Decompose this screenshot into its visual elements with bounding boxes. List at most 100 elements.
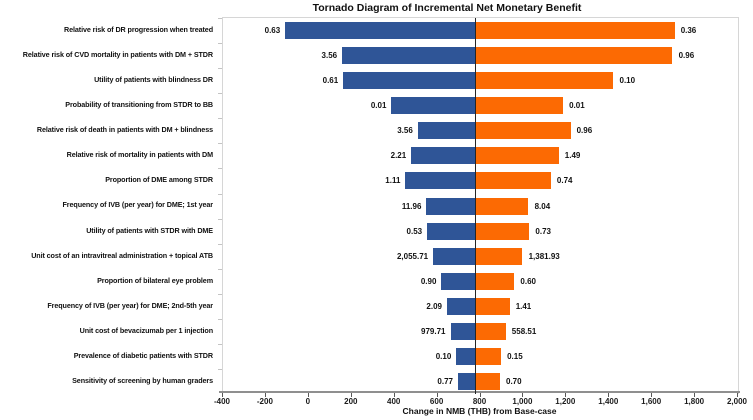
y-axis-tick (218, 193, 222, 195)
x-tick (565, 393, 567, 397)
tornado-bar-high (475, 22, 675, 39)
category-label: Relative risk of mortality in patients w… (66, 150, 213, 160)
category-label: Relative risk of DR progression when tre… (64, 25, 213, 34)
y-axis-tick (218, 293, 222, 295)
y-axis-tick (218, 218, 222, 220)
bar-value-high: 0.96 (576, 126, 593, 136)
bar-value-high: 8.04 (534, 201, 551, 211)
x-tick (522, 393, 524, 397)
x-tick-label: 1,800 (684, 397, 705, 406)
tornado-bar-high (475, 47, 673, 65)
y-axis-tick (218, 43, 222, 45)
tornado-bar-low (441, 272, 476, 290)
base-case-line (475, 18, 477, 394)
tornado-bar-low (285, 22, 476, 39)
category-label: Probability of transitioning from STDR t… (65, 100, 213, 110)
category-label: Frequency of IVB (per year) for DME; 1st… (62, 200, 214, 210)
bar-value-low: 2.21 (390, 151, 407, 161)
bar-value-low: 0.01 (370, 101, 387, 111)
x-tick (264, 393, 266, 397)
tornado-bar-low (343, 72, 476, 90)
x-tick (608, 393, 610, 397)
bar-value-low: 0.53 (406, 226, 423, 236)
bar-value-low: 979.71 (421, 326, 446, 336)
x-tick-label: 1,000 (512, 397, 533, 406)
bar-value-low: 0.77 (437, 377, 453, 386)
tornado-bar-high (475, 347, 502, 365)
bar-value-high: 0.74 (556, 176, 573, 186)
x-axis: -400 -200 0 200 400 600 800 1,000 1,200 1,400 1,60… (214, 393, 747, 407)
x-tick (737, 393, 738, 397)
bar-value-low: 11.96 (401, 201, 422, 211)
y-axis-tick (218, 243, 222, 245)
x-tick-label: 200 (344, 397, 358, 406)
bar-value-low: 2.09 (426, 301, 442, 311)
y-axis-tick (218, 168, 222, 170)
tornado-bar-high (475, 322, 506, 340)
category-label: Sensitivity of screening by human grader… (72, 375, 213, 385)
category-label: Utility of patients with STDR with DME (86, 225, 213, 235)
category-label: Prevalence of diabetic patients with STD… (73, 350, 213, 360)
y-axis-tick (218, 93, 222, 95)
tornado-bar-high (475, 122, 571, 140)
y-axis-tick (218, 68, 222, 70)
bar-value-high: 0.10 (619, 76, 636, 86)
bar-value-low: 0.63 (264, 26, 281, 35)
tornado-bar-high (475, 222, 530, 240)
x-tick (222, 393, 223, 397)
bar-value-high: 1.41 (515, 301, 532, 311)
category-label: Proportion of bilateral eye problem (97, 275, 213, 285)
x-axis-title: Change in NMB (THB) from Base-case (402, 406, 557, 416)
x-tick-label: 0 (305, 397, 311, 406)
tornado-bar-low (427, 222, 476, 240)
tornado-bar-high (475, 97, 564, 115)
tornado-bar-low (405, 172, 476, 190)
tornado-bar-high (475, 172, 551, 190)
bar-value-low: 3.56 (397, 126, 413, 136)
tornado-bar-high (475, 297, 510, 315)
tornado-bar-low (433, 247, 476, 265)
bar-value-high: 1.49 (564, 151, 581, 161)
bar-value-low: 3.56 (321, 51, 338, 61)
bar-value-low: 0.10 (435, 351, 452, 361)
tornado-bar-high (475, 147, 559, 165)
tornado-bar-low (411, 147, 476, 165)
tornado-bar-low (391, 97, 476, 115)
bar-value-low: 1.11 (385, 176, 401, 186)
bar-value-low: 0.61 (322, 76, 339, 86)
bar-value-high: 0.70 (506, 377, 522, 386)
category-label: Unit cost of bevacizumab per 1 injection (79, 325, 213, 335)
chart-title: Tornado Diagram of Incremental Net Monet… (312, 2, 582, 14)
y-axis-tick (218, 368, 222, 370)
x-tick (651, 393, 653, 397)
tornado-bar-high (475, 373, 500, 390)
category-label: Unit cost of an intravitreal administrat… (31, 250, 213, 260)
tornado-bar-low (458, 373, 476, 390)
x-tick-label: 1,400 (598, 397, 619, 406)
tornado-bar-low (342, 47, 476, 65)
tornado-bar-high (475, 72, 614, 90)
x-tick (436, 393, 438, 397)
x-tick-label: 2,000 (726, 397, 748, 406)
x-tick (350, 393, 352, 397)
x-tick (479, 393, 481, 397)
bar-value-high: 1,381.93 (528, 251, 560, 261)
y-axis-tick (218, 343, 222, 345)
tornado-bar-low (426, 197, 476, 215)
bar-value-low: 2,055.71 (396, 251, 429, 261)
tornado-bar-high (475, 272, 515, 290)
category-label: Relative risk of death in patients with … (36, 125, 213, 135)
x-axis-line (219, 391, 740, 393)
x-tick-label: 1,200 (555, 397, 576, 406)
x-tick-label: 1,600 (641, 397, 662, 406)
x-tick (694, 393, 696, 397)
x-tick-label: 800 (472, 397, 487, 406)
x-tick-label: -400 (213, 397, 231, 406)
tornado-bar-high (475, 247, 523, 265)
tornado-bar-low (456, 347, 476, 365)
bar-value-high: 0.15 (507, 351, 523, 361)
tornado-bar-low (417, 122, 476, 140)
bar-value-high: 0.60 (520, 276, 536, 286)
tornado-bar-high (475, 197, 529, 215)
y-axis-tick (218, 18, 222, 19)
